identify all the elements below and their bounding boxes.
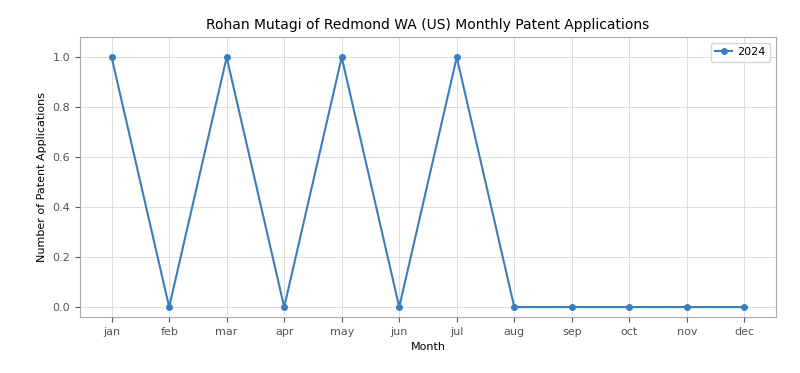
- Legend: 2024: 2024: [711, 43, 770, 62]
- Title: Rohan Mutagi of Redmond WA (US) Monthly Patent Applications: Rohan Mutagi of Redmond WA (US) Monthly …: [206, 18, 650, 32]
- 2024: [510, 305, 519, 309]
- Line: 2024: 2024: [109, 54, 747, 310]
- 2024: [739, 305, 749, 309]
- 2024: [452, 55, 462, 60]
- 2024: [682, 305, 692, 309]
- 2024: [107, 55, 117, 60]
- Y-axis label: Number of Patent Applications: Number of Patent Applications: [37, 92, 47, 262]
- 2024: [394, 305, 404, 309]
- 2024: [567, 305, 577, 309]
- 2024: [337, 55, 346, 60]
- X-axis label: Month: Month: [410, 342, 446, 352]
- 2024: [279, 305, 289, 309]
- 2024: [164, 305, 174, 309]
- 2024: [625, 305, 634, 309]
- 2024: [222, 55, 231, 60]
